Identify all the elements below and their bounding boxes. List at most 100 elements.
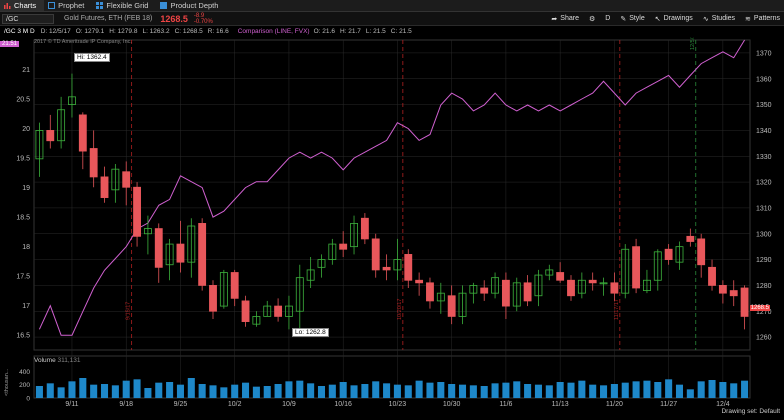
volume-bar <box>708 380 716 398</box>
volume-bar <box>643 380 651 398</box>
x-axis-tick: 9/11 <box>65 401 78 408</box>
left-axis-tick: 20.5 <box>16 97 30 104</box>
x-axis-tick: 9/18 <box>119 401 133 408</box>
tab-prophet[interactable]: Prophet <box>44 0 92 11</box>
share-icon: ➦ <box>551 15 558 23</box>
tab-flexible-grid[interactable]: Flexible Grid <box>92 0 156 11</box>
volume-title: Volume <box>34 357 56 364</box>
volume-bar <box>545 385 553 398</box>
comparison-last-tag: 21.51 <box>0 41 20 47</box>
volume-bar <box>350 385 358 398</box>
drawing-set-label[interactable]: Drawing set: Default <box>721 408 780 415</box>
tab-charts[interactable]: Charts <box>0 0 45 11</box>
candle-body <box>664 248 673 260</box>
candle-body <box>740 287 749 317</box>
share-button[interactable]: ➦ Share <box>551 15 579 23</box>
volume-bar <box>610 384 618 398</box>
tab-product-depth-label: Product Depth <box>170 1 219 10</box>
toolbar-tools: ➦ Share ⚙ D ✎ Style ↖ Drawings ∿ Studies ≋ Pa… <box>551 12 780 25</box>
candle-body <box>534 274 543 297</box>
candle-body <box>588 279 597 284</box>
price-change: -8.9 -0.70% <box>194 13 213 25</box>
right-axis-tick: 1290 <box>756 257 772 264</box>
patterns-button[interactable]: ≋ Patterns <box>745 15 780 23</box>
volume-bar <box>155 382 163 398</box>
info-open: O: 1279.1 <box>75 28 105 35</box>
net-change: -8.9 <box>193 12 205 19</box>
price-chart[interactable]: 1260 1270 1280 1290 1300 1310 1320 1330 1340 1350… <box>0 37 784 420</box>
left-axis-tick: 17.5 <box>16 274 30 281</box>
studies-button[interactable]: ∿ Studies <box>703 15 735 23</box>
candle-body <box>274 305 283 317</box>
candle-body <box>610 282 619 294</box>
volume-bar <box>534 384 542 398</box>
patterns-label: Patterns <box>753 15 780 22</box>
volume-value: 311,131 <box>57 357 81 364</box>
volume-bar <box>122 380 130 398</box>
comparison-close: C: 21.5 <box>390 28 412 35</box>
right-axis-tick: 1280 <box>756 283 772 290</box>
symbol-input[interactable]: /GC <box>2 13 54 24</box>
low-label: Lo: 1262.8 <box>292 328 329 337</box>
candle-body <box>469 285 478 294</box>
volume-bar <box>654 382 662 398</box>
volume-bar <box>111 385 119 398</box>
event-marker-label: 12/5/17 <box>690 37 696 50</box>
percent-change: -0.70% <box>193 18 213 25</box>
candle-body <box>241 300 250 322</box>
bar-chart-icon <box>4 2 11 9</box>
left-axis-tick: 17 <box>22 303 30 310</box>
patterns-icon: ≋ <box>745 15 751 23</box>
candle-body <box>306 269 315 281</box>
volume-bar <box>697 381 705 398</box>
info-date: D: 12/5/17 <box>40 28 71 35</box>
tab-product-depth[interactable]: Product Depth <box>156 0 226 11</box>
style-button[interactable]: ✎ Style <box>620 15 644 23</box>
candle-body <box>393 259 402 271</box>
chart-toolbar: /GC Gold Futures, ETH (FEB 18) 1268.5 -8… <box>0 12 784 26</box>
tab-flexible-grid-label: Flexible Grid <box>106 1 149 10</box>
volume-bar <box>339 382 347 398</box>
info-range: R: 16.6 <box>207 28 229 35</box>
x-axis-tick: 12/4 <box>716 401 730 408</box>
cursor-icon: ↖ <box>654 15 661 23</box>
timeframe-button[interactable]: D <box>605 15 611 22</box>
x-axis-tick: 9/25 <box>174 401 188 408</box>
volume-unit-label: <thousan... <box>4 368 10 396</box>
volume-bar <box>578 380 586 398</box>
candle-body <box>708 266 716 286</box>
copyright-text: 2017 © TD Ameritrade IP Company, Inc. <box>34 39 132 45</box>
right-axis-tick: 1330 <box>756 154 772 161</box>
volume-bar <box>187 378 195 398</box>
right-axis-tick: 1340 <box>756 128 772 135</box>
candle-body <box>360 217 369 240</box>
depth-icon <box>160 2 168 9</box>
volume-panel-frame <box>33 355 751 399</box>
candle-body <box>285 305 293 317</box>
event-marker-label: 10/20/17 <box>397 299 403 320</box>
volume-bar <box>491 383 499 398</box>
candle-body <box>686 235 695 242</box>
volume-bar <box>198 384 206 398</box>
volume-header: Volume 311,131 <box>34 357 81 364</box>
volume-bar <box>556 382 564 398</box>
comparison-series-line <box>38 39 746 336</box>
price-panel-frame <box>33 39 751 351</box>
volume-bar <box>730 383 738 398</box>
volume-bar <box>383 383 391 398</box>
candle-body <box>165 243 174 266</box>
gear-icon[interactable]: ⚙ <box>588 15 596 23</box>
volume-bar <box>46 383 54 398</box>
left-axis-tick: 18 <box>22 244 30 251</box>
candle-body <box>295 277 304 312</box>
candle-body <box>523 282 532 302</box>
candle-body <box>729 290 738 297</box>
candle-body <box>436 292 445 302</box>
last-price-badge: 1268.5 <box>749 305 770 311</box>
candle-body <box>480 287 489 294</box>
volume-bar <box>469 385 477 398</box>
volume-bar <box>621 382 629 398</box>
volume-axis-tick: 0 <box>26 396 30 403</box>
drawings-button[interactable]: ↖ Drawings <box>655 15 693 23</box>
volume-bar <box>209 385 217 398</box>
